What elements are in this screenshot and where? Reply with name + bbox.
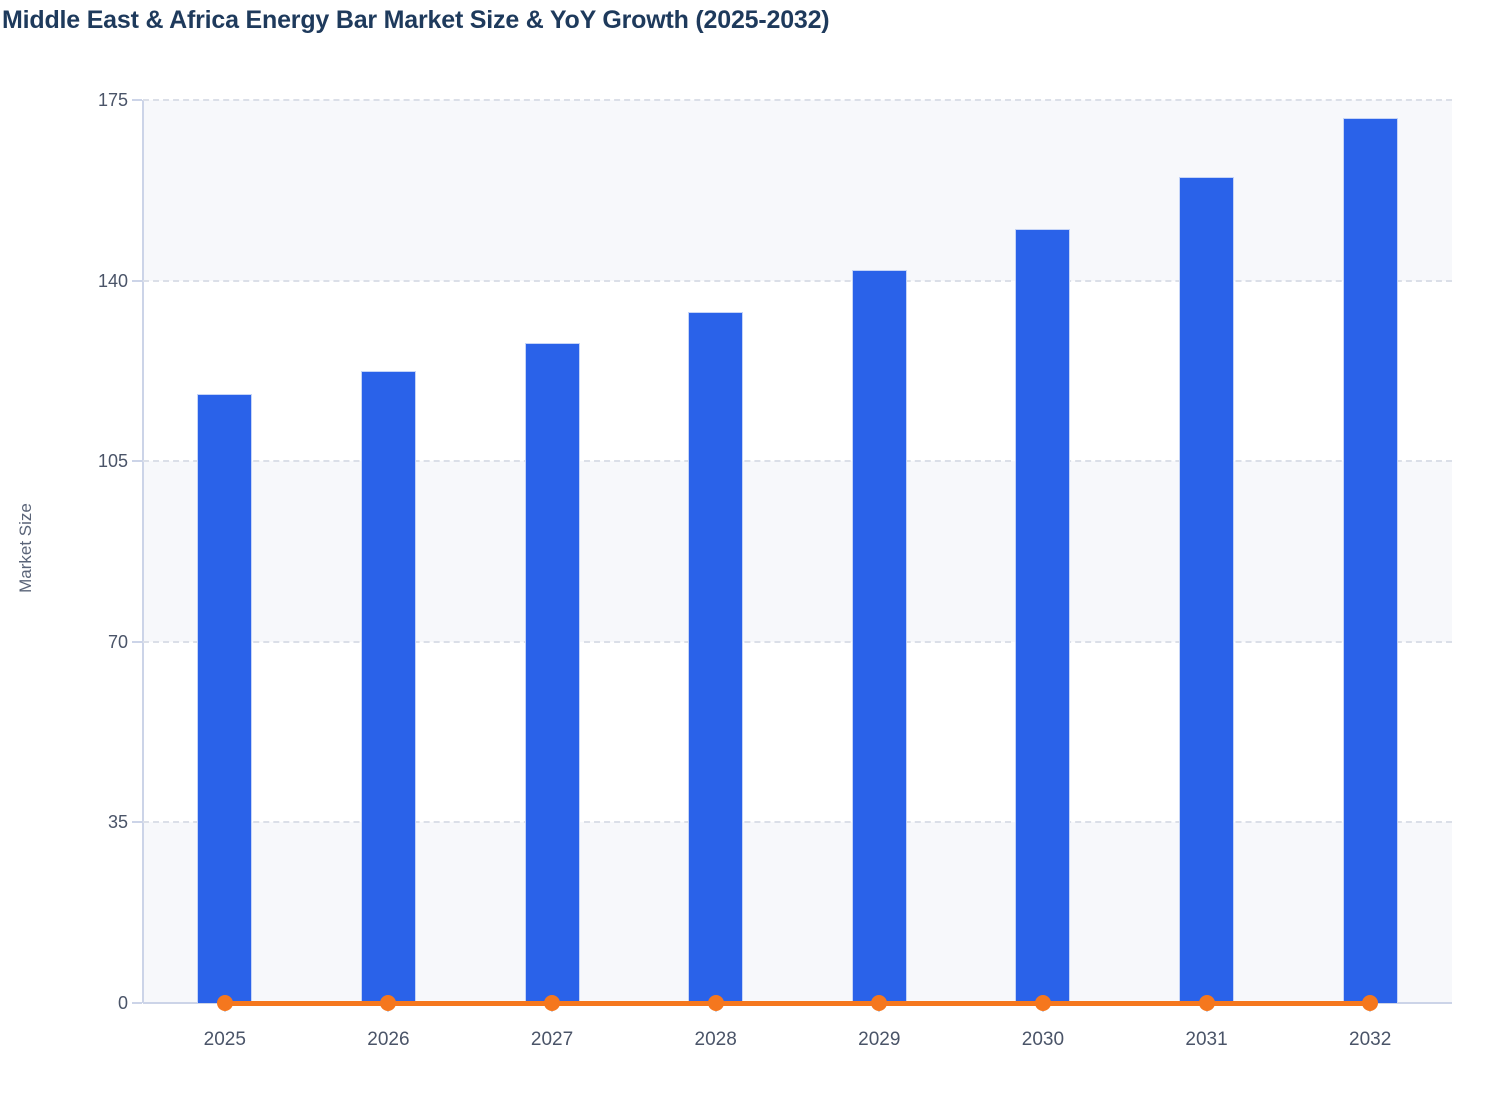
row-band [143,100,1452,281]
yoy-marker-2026[interactable] [380,995,397,1011]
y-tick-label: 0 [117,993,128,1013]
yoy-marker-2028[interactable] [707,995,724,1011]
y-gridline [143,460,1452,463]
y-axis-line [142,100,144,1003]
y-axis-tick [132,460,142,463]
y-axis-tick [132,99,142,101]
bar-2030[interactable] [1015,229,1071,1003]
plot-area [142,99,1452,1012]
yoy-marker-2032[interactable] [1362,995,1379,1011]
y-axis-tick [132,1002,142,1004]
yoy-marker-2031[interactable] [1198,995,1215,1011]
x-tick-label: 2030 [1021,1029,1065,1050]
y-axis-title: Market Size [16,503,35,593]
yoy-marker-2025[interactable] [216,995,233,1011]
y-axis-tick [132,821,142,824]
y-tick-label: 70 [107,631,128,652]
yoy-growth-line[interactable] [224,1000,1371,1006]
y-axis-tick [132,640,142,643]
bar-2032[interactable] [1342,118,1398,1003]
bar-2028[interactable] [688,311,744,1003]
x-tick-label: 2026 [367,1029,410,1050]
x-tick-label: 2032 [1349,1029,1392,1050]
yoy-marker-2030[interactable] [1034,995,1051,1011]
row-band [143,461,1452,642]
y-gridline [143,279,1452,282]
y-gridline [143,640,1452,643]
y-tick-label: 105 [97,451,128,472]
y-tick-label: 35 [107,812,128,833]
bar-2026[interactable] [360,370,416,1003]
x-tick-label: 2031 [1185,1029,1228,1050]
yoy-marker-2029[interactable] [871,995,888,1011]
chart-title: Middle East & Africa Energy Bar Market S… [2,6,830,34]
y-gridline [143,99,1452,101]
x-tick-label: 2025 [203,1029,246,1050]
x-tick-label: 2029 [858,1029,901,1050]
x-tick-label: 2027 [530,1029,574,1050]
bar-2025[interactable] [197,394,253,1003]
row-band [143,822,1452,1003]
x-tick-label: 2028 [694,1029,737,1050]
bar-2029[interactable] [851,270,907,1003]
bar-2027[interactable] [524,342,580,1003]
y-tick-label: 175 [97,90,128,110]
y-gridline [143,821,1452,824]
y-tick-label: 140 [97,270,128,291]
y-axis-tick [132,279,142,282]
yoy-marker-2027[interactable] [544,995,561,1011]
bar-2031[interactable] [1179,177,1235,1003]
